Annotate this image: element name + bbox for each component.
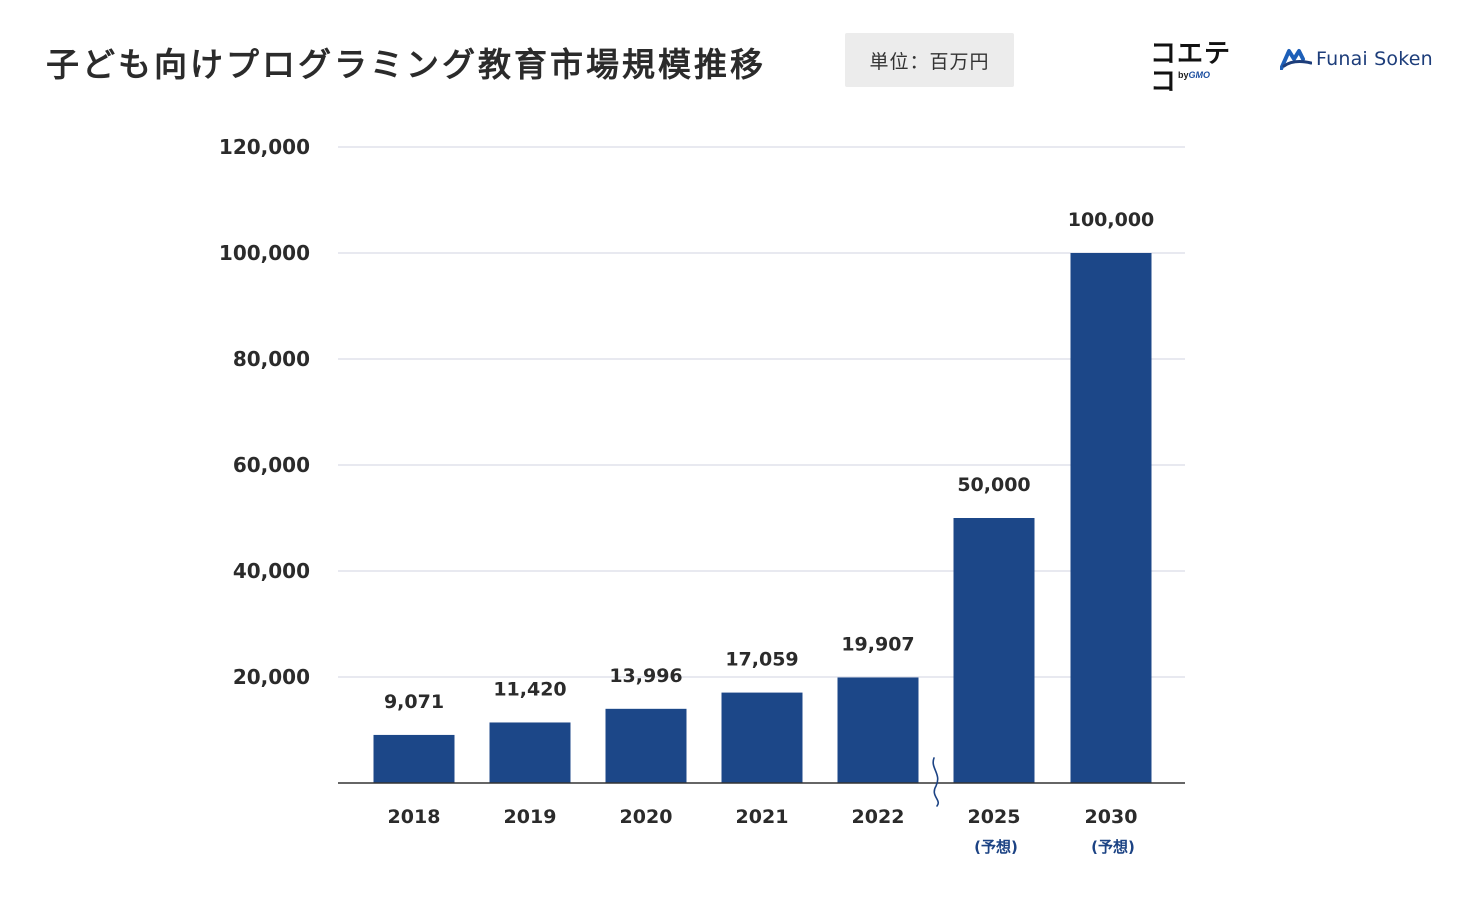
data-label-2020: 13,996 [609,665,682,687]
koeteko-sub-brand: GMO [1188,70,1211,80]
data-label-2030: 100,000 [1068,209,1155,231]
category-label-2021: 2021 [736,806,789,828]
koeteko-logo-text: コエテコ [1150,39,1232,97]
category-label-2022: 2022 [852,806,905,828]
y-tick-label: 60,000 [233,453,310,477]
gridlines [338,146,1185,678]
y-axis-tick-labels: 20,000 40,000 60,000 80,000 100,000 120,000 [219,135,310,689]
bar-2018 [373,734,455,783]
bar-2025 [953,518,1035,783]
data-labels: 9,071 11,420 13,996 17,059 19,907 50,000 100,0… [384,209,1154,713]
category-note-2030: (予想) [1091,838,1135,856]
koeteko-sub-prefix: by [1178,70,1189,80]
koeteko-logo-sub: byGMO [1178,70,1210,80]
data-label-2022: 19,907 [841,633,914,655]
page-title: 子ども向けプログラミング教育市場規模推移 [46,45,766,84]
data-label-2019: 11,420 [493,678,566,700]
data-label-2018: 9,071 [384,691,444,713]
category-label-2020: 2020 [620,806,673,828]
funai-soken-logo-text: Funai Soken [1316,48,1433,70]
funai-wave-icon [1280,49,1312,70]
bar-2020 [605,708,687,783]
koeteko-logo: コエテコ byGMO [1150,40,1250,96]
y-tick-label: 100,000 [219,241,310,265]
x-axis-category-labels: 2018 2019 2020 2021 2022 2025 (予想) 2030 (予想) [388,806,1138,856]
y-tick-label: 80,000 [233,347,310,371]
category-label-2019: 2019 [504,806,557,828]
funai-soken-logo: Funai Soken [1280,45,1433,73]
y-tick-label: 120,000 [219,135,310,159]
bar-2022 [837,677,919,783]
y-tick-label: 20,000 [233,665,310,689]
category-label-2025: 2025 [968,806,1021,828]
category-label-2030: 2030 [1085,806,1138,828]
data-label-2025: 50,000 [957,474,1030,496]
bars [373,253,1152,783]
axis-break-mark [932,757,939,807]
unit-badge: 単位：百万円 [845,33,1014,87]
bar-2021 [721,692,803,783]
category-note-2025: (予想) [974,838,1018,856]
bar-2019 [489,722,571,783]
data-label-2021: 17,059 [725,649,798,671]
bar-2030 [1070,253,1152,783]
category-label-2018: 2018 [388,806,441,828]
y-tick-label: 40,000 [233,559,310,583]
